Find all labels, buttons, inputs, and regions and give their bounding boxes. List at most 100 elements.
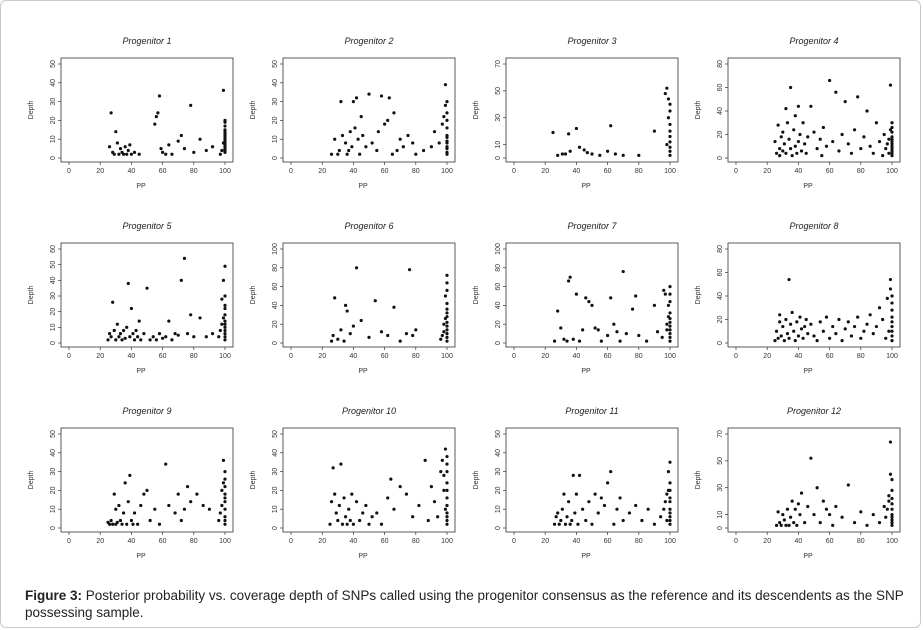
data-point [344,141,348,145]
data-point [398,485,402,489]
data-point [173,332,177,336]
data-point [445,335,449,339]
data-point [221,316,226,320]
data-point [602,503,607,508]
data-point [668,522,672,526]
data-point [204,335,208,339]
data-point [111,522,115,526]
data-point [223,507,227,511]
y-tick-label: 10 [50,135,57,143]
x-tick-label: 100 [886,353,898,360]
x-tick-label: 0 [67,353,71,360]
data-point [218,511,222,515]
data-point [439,337,443,341]
y-tick-label: 30 [50,98,57,106]
data-point [112,328,116,333]
data-point [167,503,171,508]
data-point [157,332,162,336]
data-point [790,310,794,315]
data-point [599,496,603,500]
x-tick-label: 80 [412,538,420,545]
y-tick-label: 20 [717,131,724,139]
data-point [668,145,672,149]
x-tick-label: 60 [381,168,389,175]
panel-2: Progenitor 2 0 20 40 60 80 100 0 10 20 30 40 50 PP Dep… [250,36,456,190]
x-tick-label: 40 [350,168,358,175]
y-axis-label: Depth [473,286,480,305]
data-point [598,153,602,157]
data-point [404,332,409,336]
data-point [793,114,797,118]
data-point [331,466,335,470]
data-point [837,149,841,153]
data-point [182,256,187,260]
data-point [606,481,610,485]
scatter-grid-svg: Progenitor 10 20 40 60 80 10001020304050PPDep… [28,36,901,560]
data-point [809,456,813,460]
data-point [336,337,340,341]
x-tick-label: 60 [604,353,612,360]
plot-frame [727,57,901,163]
data-point [148,338,152,342]
data-point [351,100,355,104]
caption-label: Figure 3: [25,588,83,603]
x-tick-label: 20 [541,168,549,175]
data-point [445,511,449,515]
data-point [358,152,362,156]
data-point [871,512,875,517]
data-point [662,507,666,511]
data-point [445,147,449,151]
data-point [223,515,227,519]
data-point [668,320,672,324]
y-axis-label: Depth [695,471,702,490]
data-point [834,332,838,336]
data-point [345,152,349,156]
data-point [118,332,123,336]
plot-frame [505,427,679,533]
data-point [793,339,797,343]
data-points [552,269,672,343]
data-point [445,522,449,526]
data-point [439,470,443,474]
data-point [787,523,791,527]
y-tick-label: 0 [50,156,57,160]
x-tick-label: 20 [541,538,549,545]
plot-frame [727,242,901,348]
data-point [556,309,560,313]
data-point [859,510,863,514]
data-point [877,521,882,525]
data-point [666,116,671,120]
data-point [563,152,568,156]
data-points [329,266,449,343]
data-point [666,303,671,307]
x-tick-label: 40 [128,538,136,545]
data-point [131,332,135,336]
x-tick-label: 40 [350,538,358,545]
data-point [376,130,380,134]
data-point [781,130,785,134]
data-point [563,522,568,526]
y-axis-label: Depth [28,471,35,490]
data-point [668,292,672,296]
x-tick-label: 20 [763,168,771,175]
data-point [329,152,334,156]
y-tick-label: 30 [272,468,279,476]
data-point [843,327,847,331]
data-point [404,492,409,496]
data-point [885,507,889,511]
data-point [340,133,345,138]
data-point [789,515,793,519]
data-point [375,148,379,153]
data-point [398,339,402,343]
y-axis-label: Depth [695,286,702,305]
data-point [801,121,805,125]
data-point [154,338,158,342]
data-point [612,522,616,526]
data-point [115,520,119,524]
y-tick-label: 30 [495,114,502,122]
data-point [223,319,227,323]
y-tick-label: 0 [717,526,724,530]
data-point [223,500,227,504]
data-point [153,507,157,511]
data-point [815,339,819,343]
